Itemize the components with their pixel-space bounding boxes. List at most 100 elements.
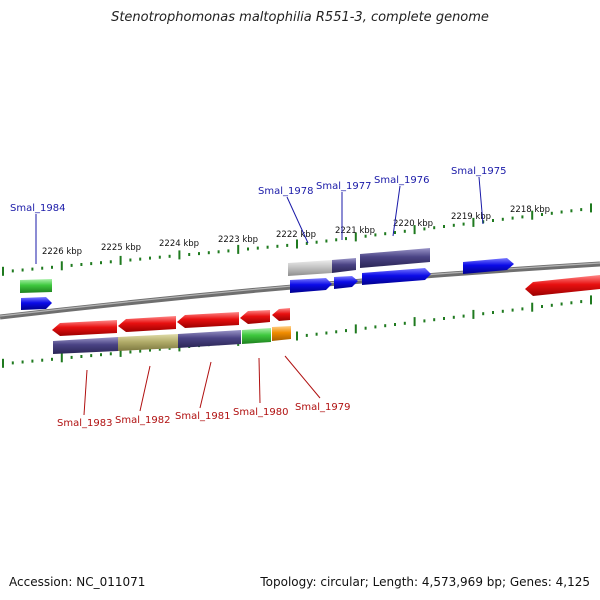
scale-minor-tick [315, 240, 318, 244]
gene-arrow-smal-1984[interactable] [21, 297, 52, 310]
feature-smal-1976-purple[interactable] [360, 248, 430, 268]
scale-label-2226: 2226 kbp [42, 247, 82, 257]
scale-minor-tick [168, 254, 171, 258]
scale-minor-tick [511, 308, 514, 312]
scale-minor-tick [80, 263, 83, 266]
feature-smal-1981-purple[interactable] [178, 330, 241, 348]
scale-minor-tick [394, 323, 396, 326]
scale-major-tick [296, 331, 298, 341]
scale-minor-tick [305, 241, 308, 245]
scale-minor-tick [109, 260, 112, 264]
scale-minor-tick [345, 329, 347, 333]
scale-minor-tick [266, 245, 269, 249]
feature-smal-1983-purple[interactable] [53, 337, 118, 354]
scale-major-tick [237, 244, 240, 254]
scale-minor-tick [109, 352, 112, 356]
gene-arrow-smal-1980[interactable] [240, 310, 270, 324]
scale-minor-tick [31, 267, 34, 271]
scale-major-tick [119, 347, 122, 357]
gene-label-smal-1982[interactable]: Smal_1982 [115, 415, 170, 426]
leader-smal-1975 [478, 176, 484, 225]
scale-major-tick [2, 266, 4, 276]
scale-major-tick [472, 217, 475, 227]
scale-minor-tick [11, 269, 14, 273]
scale-label-2220: 2220 kbp [393, 219, 433, 229]
scale-minor-tick [80, 355, 83, 358]
gene-arrow-red-right[interactable] [525, 275, 600, 296]
scale-minor-tick [570, 209, 573, 213]
gene-arrow-smal-1981[interactable] [177, 312, 239, 328]
scale-minor-tick [90, 354, 93, 358]
scale-minor-tick [521, 307, 524, 311]
feature-smal-1982-olive[interactable] [118, 334, 178, 351]
scale-minor-tick [207, 251, 210, 255]
scale-minor-tick [70, 355, 73, 359]
scale-minor-tick [482, 312, 485, 316]
scale-major-tick [472, 309, 475, 319]
scale-major-tick [531, 302, 534, 312]
scale-label-2222: 2222 kbp [276, 230, 316, 240]
scale-minor-tick [384, 324, 387, 328]
gene-arrow-smal-1978[interactable] [290, 278, 332, 293]
scale-minor-tick [492, 219, 494, 222]
gene-label-smal-1980[interactable]: Smal_1980 [233, 407, 288, 418]
footer-topology: Topology: circular; Length: 4,573,969 bp… [260, 575, 590, 589]
leader-smal-1979 [284, 355, 321, 399]
scale-minor-tick [335, 238, 338, 242]
feature-smal-1980-green[interactable] [242, 328, 271, 344]
scale-minor-tick [423, 319, 426, 323]
gene-arrow-smal-1977[interactable] [334, 276, 358, 289]
scale-minor-tick [403, 321, 406, 325]
scale-major-tick [354, 324, 357, 334]
scale-minor-tick [423, 227, 426, 231]
gene-arrow-smal-1979[interactable] [272, 308, 290, 321]
scale-minor-tick [384, 232, 387, 236]
gene-arrow-smal-1975[interactable] [463, 258, 514, 274]
scale-minor-tick [129, 258, 132, 262]
leader-smal-1978 [286, 196, 309, 244]
scale-minor-tick [403, 229, 406, 233]
scale-minor-tick [256, 246, 259, 250]
scale-major-tick [119, 255, 122, 265]
feature-smal-1984-green[interactable] [20, 279, 52, 293]
gene-label-smal-1983[interactable]: Smal_1983 [57, 418, 112, 429]
feature-smal-1977-purple[interactable] [332, 258, 356, 273]
gene-label-smal-1981[interactable]: Smal_1981 [175, 411, 230, 422]
leader-smal-1983 [83, 369, 88, 416]
scale-minor-tick [51, 265, 53, 269]
feature-smal-1978-gray[interactable] [288, 260, 332, 276]
scale-minor-tick [70, 263, 73, 267]
scale-minor-tick [31, 359, 34, 363]
gene-label-smal-1977[interactable]: Smal_1977 [316, 181, 371, 192]
scale-minor-tick [462, 314, 465, 318]
gene-label-smal-1984[interactable]: Smal_1984 [10, 203, 65, 214]
feature-smal-1979-orange[interactable] [272, 326, 291, 341]
scale-major-tick [60, 261, 63, 271]
scale-minor-tick [433, 226, 436, 230]
gene-arrow-smal-1983[interactable] [52, 320, 117, 336]
scale-minor-tick [501, 309, 504, 313]
gene-label-smal-1978[interactable]: Smal_1978 [258, 186, 313, 197]
scale-minor-tick [247, 247, 249, 251]
gene-arrow-smal-1982[interactable] [118, 316, 176, 332]
scale-label-2224: 2224 kbp [159, 239, 199, 249]
scale-minor-tick [550, 303, 553, 307]
gene-arrow-smal-1976[interactable] [362, 268, 431, 285]
scale-minor-tick [325, 331, 328, 335]
gene-label-smal-1975[interactable]: Smal_1975 [451, 166, 506, 177]
scale-minor-tick [364, 326, 367, 330]
scale-major-tick [60, 353, 63, 363]
scale-minor-tick [100, 261, 102, 265]
gene-label-smal-1979[interactable]: Smal_1979 [295, 402, 350, 413]
gene-label-smal-1976[interactable]: Smal_1976 [374, 175, 429, 186]
scale-minor-tick [580, 208, 583, 212]
scale-minor-tick [227, 249, 230, 253]
scale-minor-tick [21, 360, 24, 364]
leader-smal-1982 [139, 365, 151, 412]
scale-major-tick [296, 239, 298, 249]
page-title: Stenotrophomonas maltophilia R551-3, com… [111, 10, 489, 25]
scale-minor-tick [492, 311, 494, 314]
scale-minor-tick [41, 266, 44, 270]
scale-minor-tick [325, 239, 328, 243]
scale-minor-tick [335, 330, 338, 334]
